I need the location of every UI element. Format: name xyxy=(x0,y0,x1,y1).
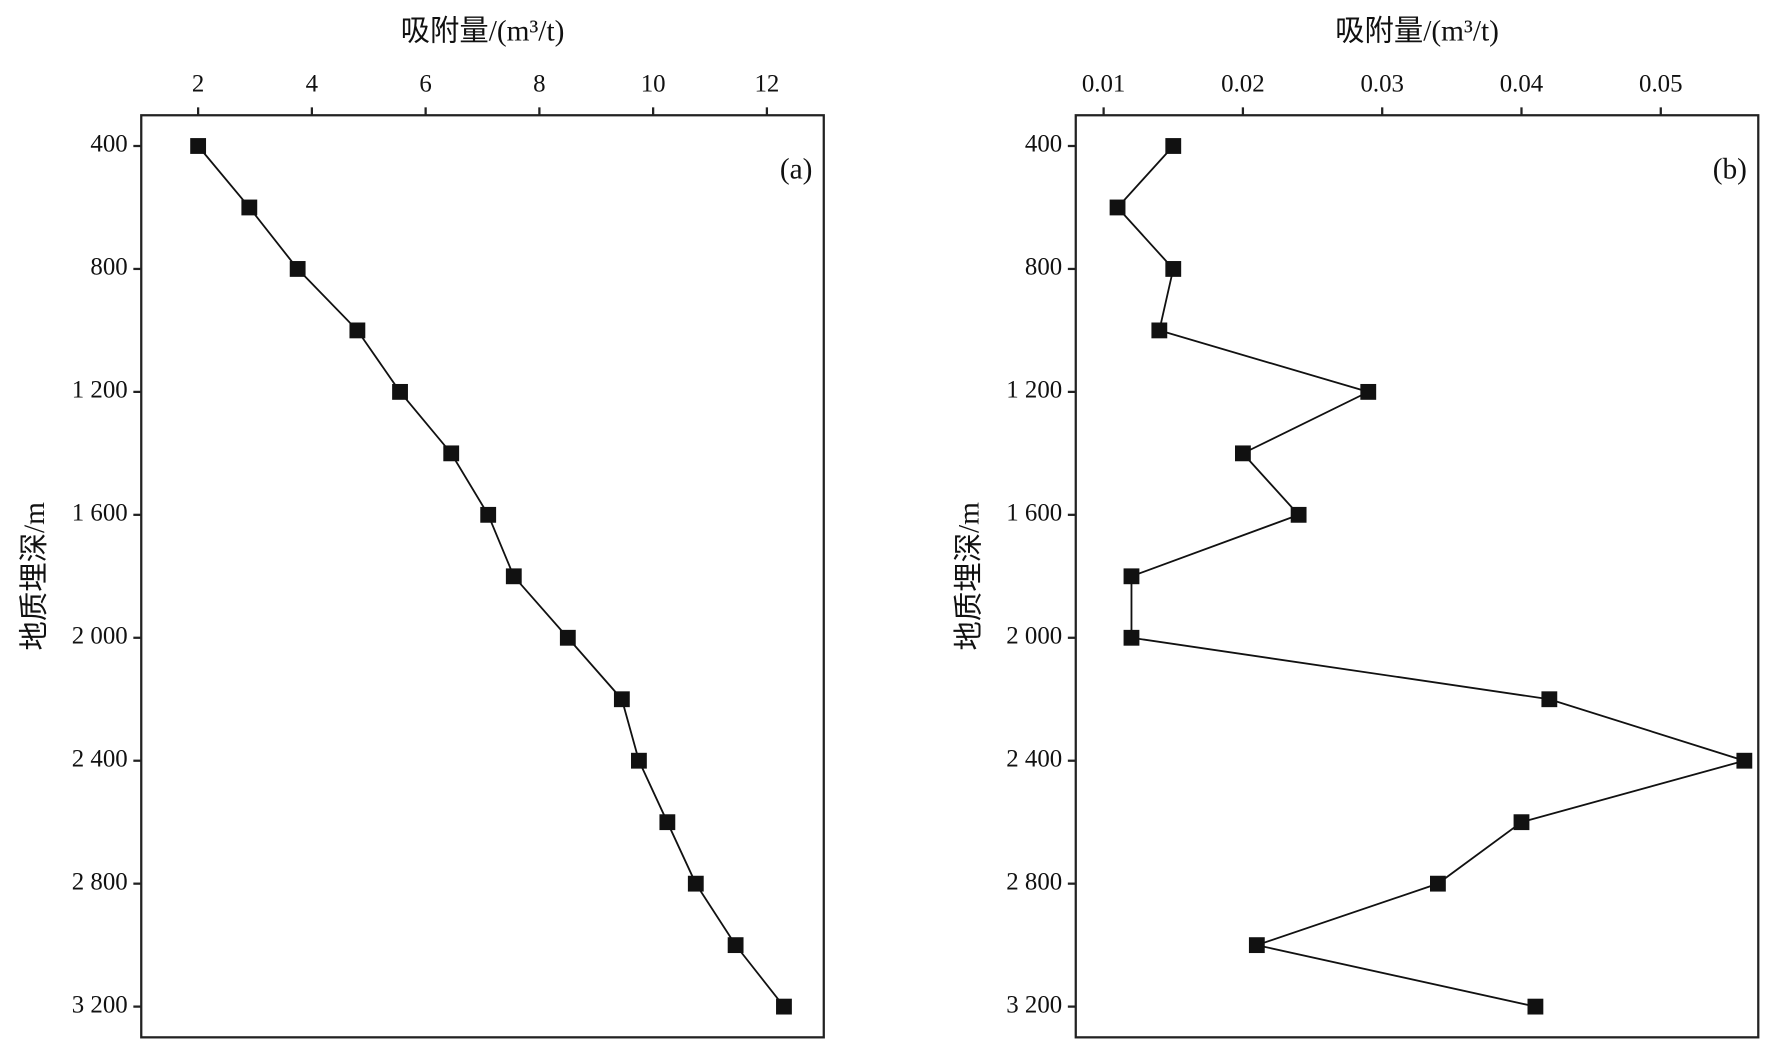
data-point xyxy=(631,752,647,769)
data-point xyxy=(1290,506,1307,523)
y-tick-label: 2 800 xyxy=(72,868,128,895)
data-point xyxy=(505,568,522,585)
data-point xyxy=(1165,138,1182,154)
x-tick-label: 12 xyxy=(754,71,779,98)
y-tick-label: 2 400 xyxy=(1006,745,1062,772)
y-tick-label: 3 200 xyxy=(1006,991,1062,1018)
x-tick-label: 0.05 xyxy=(1639,71,1683,98)
data-point xyxy=(349,322,366,339)
data-point xyxy=(1165,261,1182,277)
x-tick-label: 0.03 xyxy=(1360,71,1404,98)
x-tick-label: 0.02 xyxy=(1221,71,1265,98)
x-tick-label: 6 xyxy=(419,71,431,98)
y-tick-label: 400 xyxy=(90,131,127,158)
data-point xyxy=(727,937,744,954)
data-point xyxy=(1541,691,1558,708)
data-point xyxy=(443,445,460,462)
plot-frame xyxy=(1074,114,1760,1039)
data-point xyxy=(1513,814,1530,831)
data-point xyxy=(613,691,630,708)
y-tick-label: 2 000 xyxy=(1006,622,1062,649)
data-point xyxy=(1248,937,1265,954)
data-point xyxy=(1234,445,1251,462)
x-tick-label: 10 xyxy=(641,71,666,98)
x-tick-label: 8 xyxy=(533,71,545,98)
y-axis-label: 地质埋深/m xyxy=(18,502,51,651)
y-tick-label: 1 600 xyxy=(72,500,128,527)
x-axis-label: 吸附量/(m³/t) xyxy=(401,15,565,48)
y-tick-label: 800 xyxy=(90,254,127,281)
x-tick-label: 4 xyxy=(306,71,319,98)
data-point xyxy=(190,138,207,154)
y-tick-label: 1 200 xyxy=(72,377,128,404)
data-point xyxy=(241,199,258,216)
data-point xyxy=(1430,875,1446,892)
data-point xyxy=(289,261,306,277)
y-tick-label: 2 400 xyxy=(72,745,128,772)
data-point xyxy=(1360,383,1377,400)
data-point xyxy=(392,383,408,400)
x-tick-label: 2 xyxy=(192,71,204,98)
data-point xyxy=(1123,568,1140,585)
data-point xyxy=(659,814,676,831)
x-axis-label: 吸附量/(m³/t) xyxy=(1335,15,1499,48)
data-point xyxy=(1109,199,1126,216)
y-tick-label: 1 200 xyxy=(1006,377,1062,404)
panel-label: (a) xyxy=(780,154,813,186)
data-point xyxy=(1736,752,1753,769)
data-point xyxy=(559,629,576,646)
x-tick-label: 0.04 xyxy=(1500,71,1544,98)
y-tick-label: 2 800 xyxy=(1006,868,1062,895)
panel-label: (b) xyxy=(1713,154,1747,186)
data-point xyxy=(776,998,792,1015)
y-axis-label: 地质埋深/m xyxy=(953,502,986,651)
x-tick-label: 0.01 xyxy=(1082,71,1126,98)
figure-body: 吸附量/(m³/t) 地质埋深/m (a) 2 4 6 8 10 12 400 800 1 200 1 … xyxy=(18,15,1760,1039)
y-tick-label: 800 xyxy=(1025,254,1062,281)
data-point xyxy=(1151,322,1168,339)
data-point xyxy=(1123,629,1140,646)
data-point xyxy=(687,875,704,892)
data-point xyxy=(480,506,497,523)
y-tick-label: 3 200 xyxy=(72,991,128,1018)
data-point xyxy=(1527,998,1544,1015)
y-tick-label: 400 xyxy=(1025,131,1062,158)
y-tick-label: 1 600 xyxy=(1006,500,1062,527)
y-tick-label: 2 000 xyxy=(72,622,128,649)
plot-frame xyxy=(140,114,825,1039)
